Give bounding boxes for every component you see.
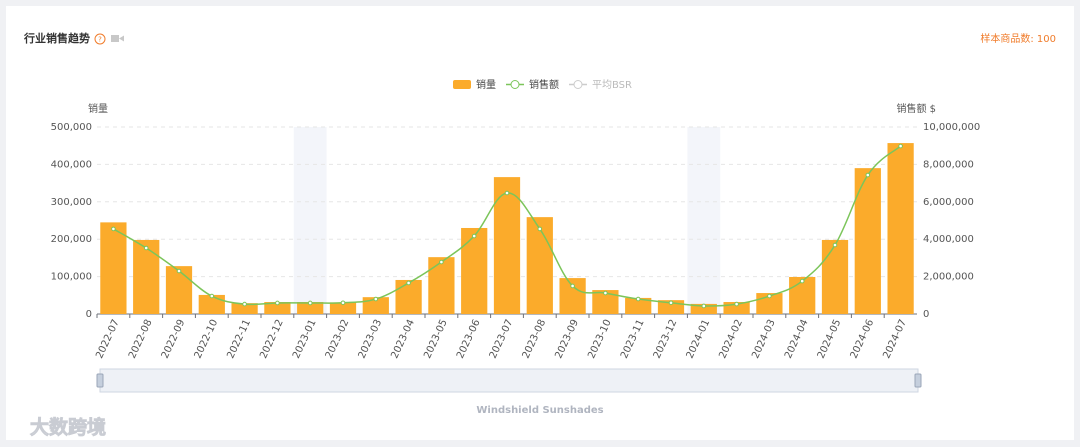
bar xyxy=(395,279,422,314)
slider-label: Windshield Sunshades xyxy=(476,405,603,416)
bar xyxy=(297,302,324,314)
data-zoom-slider[interactable] xyxy=(99,368,919,393)
y-tick-label: 0 xyxy=(86,309,92,320)
line-point xyxy=(111,226,116,232)
y-tick-label: 200,000 xyxy=(51,234,92,245)
help-icon-mark: ? xyxy=(98,36,102,44)
bar xyxy=(428,257,455,314)
y2-tick-label: 2,000,000 xyxy=(923,272,974,283)
bar xyxy=(133,239,160,314)
video-icon[interactable] xyxy=(111,35,119,42)
y2-tick-label: 10,000,000 xyxy=(923,122,980,133)
bar xyxy=(329,302,357,314)
legend-label[interactable]: 销量 xyxy=(476,78,496,91)
y2-tick-label: 6,000,000 xyxy=(923,197,974,208)
bar xyxy=(723,302,750,314)
y2-tick-label: 8,000,000 xyxy=(923,159,974,170)
y2-tick-label: 4,000,000 xyxy=(923,234,974,245)
bar xyxy=(493,177,521,314)
y-tick-label: 500,000 xyxy=(51,122,92,133)
slider-handle[interactable] xyxy=(96,373,104,388)
legend-swatch xyxy=(510,80,520,89)
line-point xyxy=(767,293,772,299)
legend-label[interactable]: 平均BSR xyxy=(592,79,632,91)
year-band xyxy=(687,127,721,314)
line-point xyxy=(209,293,215,299)
watermark: 大数跨境 xyxy=(30,416,106,439)
bar xyxy=(231,303,258,314)
help-icon[interactable] xyxy=(94,33,106,45)
line-point xyxy=(406,280,411,286)
line-point xyxy=(603,290,608,296)
line-point xyxy=(734,301,739,307)
title: 行业销售趋势 xyxy=(23,31,90,45)
sample-count: 样本商品数: 100 xyxy=(980,32,1056,45)
line-point xyxy=(635,296,641,302)
bar xyxy=(887,143,914,314)
bar xyxy=(821,239,849,314)
line-point xyxy=(668,300,674,306)
slider-handle[interactable] xyxy=(914,373,922,388)
bar xyxy=(461,227,488,314)
video-icon-tip xyxy=(119,35,124,42)
y-tick-label: 300,000 xyxy=(51,197,92,208)
line-point xyxy=(439,259,444,265)
line-point xyxy=(570,283,575,289)
line-point xyxy=(143,245,149,251)
line-point xyxy=(242,301,247,307)
y2-tick-label: 0 xyxy=(923,309,929,320)
line-point xyxy=(898,143,903,149)
line-point xyxy=(537,226,543,232)
line-point xyxy=(340,300,346,306)
y-tick-label: 400,000 xyxy=(51,159,92,170)
line-point xyxy=(865,172,871,178)
bar xyxy=(362,297,389,314)
line-point xyxy=(799,278,805,284)
y-axis-name: 销量 xyxy=(88,102,108,115)
y2-axis-name: 销售额 $ xyxy=(896,102,936,115)
legend-label[interactable]: 销售额 xyxy=(529,78,559,91)
line-point xyxy=(701,303,707,309)
line-point xyxy=(307,300,313,306)
line-point xyxy=(471,233,477,239)
line-point xyxy=(504,190,510,196)
legend-swatch xyxy=(573,80,583,89)
bar xyxy=(854,168,881,314)
y-tick-label: 100,000 xyxy=(51,272,92,283)
legend-swatch xyxy=(453,80,471,89)
bar xyxy=(100,222,127,314)
bar xyxy=(526,217,553,314)
bar xyxy=(165,266,193,314)
bar xyxy=(625,297,652,314)
line-point xyxy=(832,242,838,248)
bar xyxy=(559,278,586,314)
line-point xyxy=(275,300,280,306)
bar xyxy=(592,290,619,314)
bar xyxy=(690,303,717,314)
year-band xyxy=(293,127,327,314)
line-point xyxy=(373,296,379,302)
line-point xyxy=(176,268,182,274)
bar xyxy=(264,302,291,314)
